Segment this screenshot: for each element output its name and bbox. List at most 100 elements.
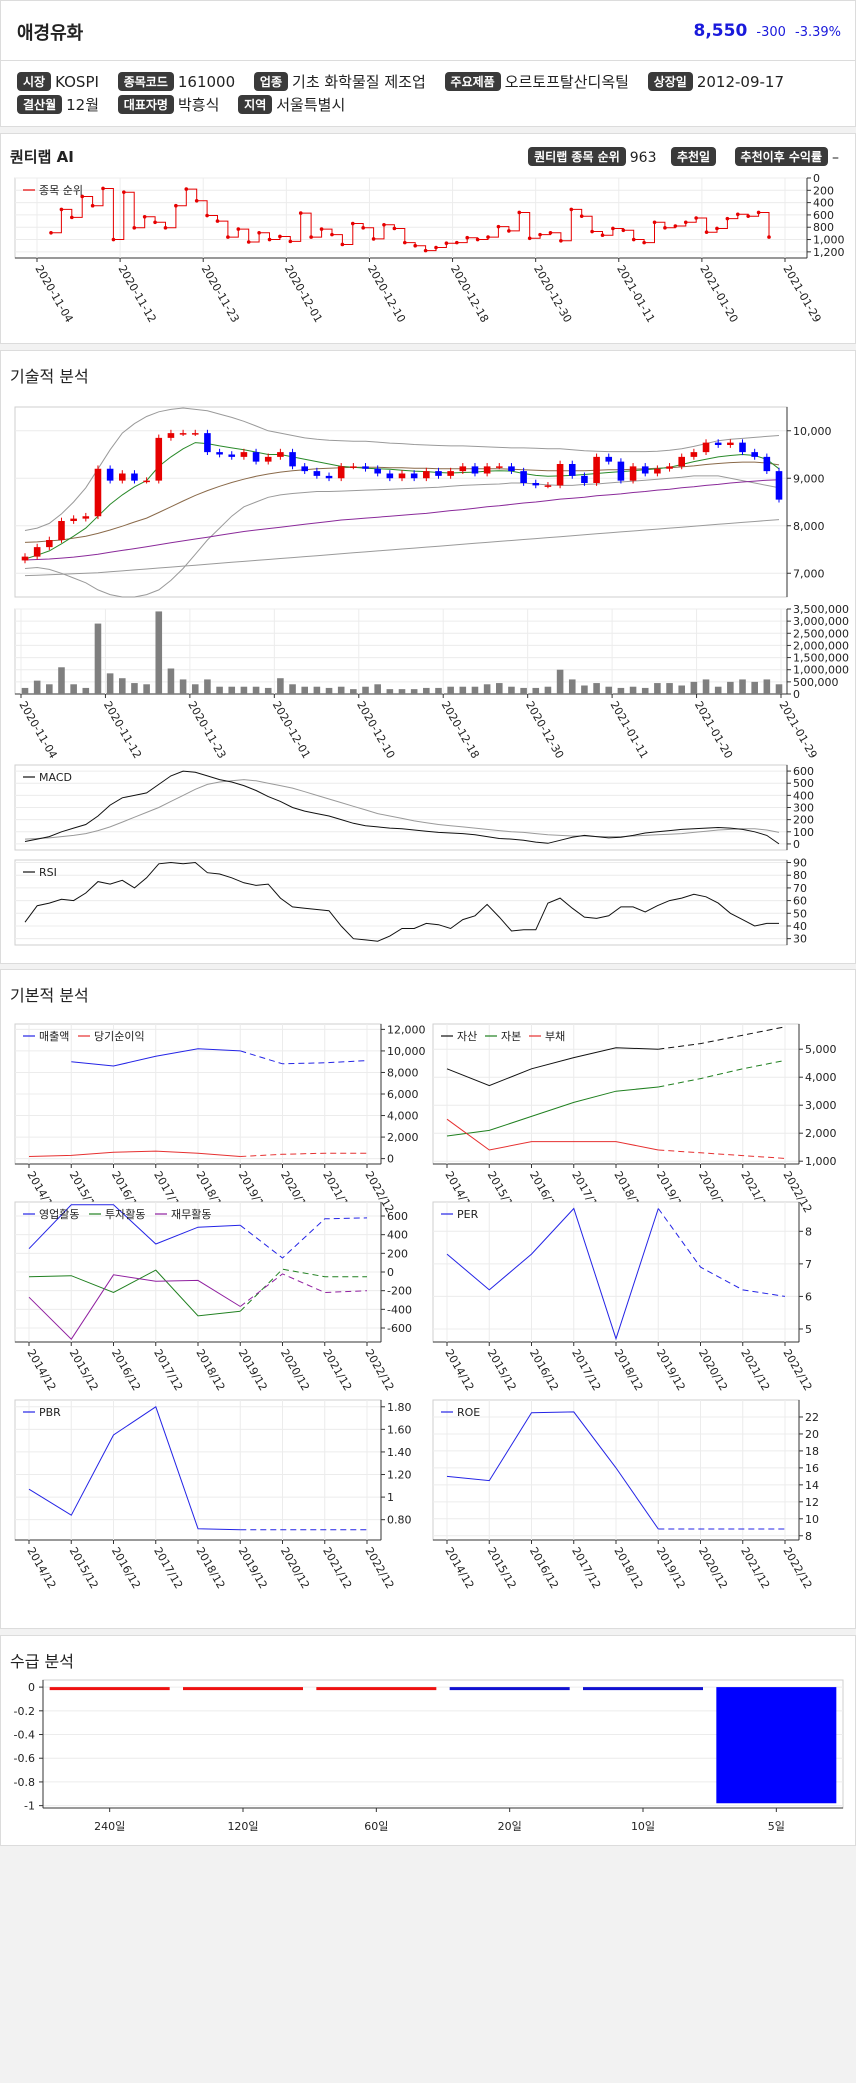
rank-point — [465, 235, 470, 240]
rank-point — [142, 214, 147, 219]
volume-ytick-label: 1,000,000 — [793, 664, 849, 677]
rank-point — [507, 229, 511, 233]
rank-tag: 퀀티랩 종목 순위 — [528, 147, 626, 166]
balance-series-부채-line — [446, 1118, 659, 1151]
price-candle — [727, 442, 734, 445]
price-candle — [581, 475, 588, 483]
volume-xtick-label: 2020-12-10 — [354, 699, 397, 761]
price-candle — [617, 461, 625, 481]
industry-value: 기초 화학물질 제조업 — [292, 73, 426, 91]
volume-bar — [666, 683, 673, 694]
price-candle — [508, 466, 515, 472]
fiscal-value: 12월 — [66, 96, 100, 114]
volume-ytick-label: 3,000,000 — [793, 615, 849, 628]
cashflow-series-영업활동-line — [28, 1204, 241, 1250]
volume-bar — [374, 684, 381, 694]
revenue-ytick-label: 10,000 — [387, 1045, 426, 1058]
price-candle — [447, 471, 454, 476]
rank-point — [694, 216, 698, 220]
pbr-xtick-label: 2021/12 — [320, 1545, 354, 1591]
supply-xtick-label: 5일 — [768, 1819, 785, 1833]
price-candle — [374, 468, 381, 474]
rank-point — [756, 210, 761, 215]
rank-point — [236, 227, 241, 231]
volume-xtick-label: 2020-11-04 — [16, 699, 59, 761]
balance-ytick-label: 1,000 — [805, 1155, 837, 1168]
stock-header: 애경유화 8,550 -300 -3.39% — [0, 0, 856, 61]
per-xtick-label: 2022/12 — [780, 1347, 814, 1393]
cashflow-xtick-label: 2014/12 — [24, 1347, 58, 1393]
supply-chart: 0 -0.2 -0.4 -0.6 -0.8 -1 240일 120일 60일 20일 10일 5일 — [14, 1679, 844, 1833]
price-candle — [301, 466, 309, 472]
cashflow-xtick-label: 2018/12 — [193, 1347, 227, 1393]
rank-point — [278, 234, 282, 239]
rank-point — [184, 187, 189, 191]
macd-ytick-label: 0 — [793, 838, 800, 851]
cashflow-series-영업활동-forecast-line — [239, 1217, 368, 1259]
price-candle — [544, 485, 552, 487]
rank-point — [559, 238, 563, 243]
rank-point — [444, 241, 449, 246]
cashflow-xtick-label: 2016/12 — [109, 1347, 143, 1393]
pbr-xtick-label: 2014/12 — [24, 1545, 58, 1591]
price-candle — [82, 516, 90, 519]
company-name: 애경유화 — [17, 23, 84, 44]
per-series-per-forecast-line — [657, 1208, 786, 1297]
macd-ytick-label: 100 — [793, 826, 814, 839]
pbr-xtick-label: 2022/12 — [362, 1545, 396, 1591]
price-candle — [568, 464, 576, 476]
volume-bar — [617, 687, 625, 694]
rank-xtick-label: 2021-01-11 — [614, 263, 657, 325]
roe-xtick-label: 2017/12 — [569, 1545, 603, 1591]
price-candle — [386, 473, 394, 479]
price-candle — [532, 483, 540, 486]
price-candle — [666, 466, 673, 469]
rank-point — [101, 186, 105, 191]
volume-bar — [228, 686, 236, 694]
rank-point — [683, 220, 688, 225]
roe-xtick-label: 2020/12 — [696, 1545, 730, 1591]
pbr-xtick-label: 2018/12 — [193, 1545, 227, 1591]
cashflow-ytick-label: 200 — [387, 1247, 408, 1260]
volume-bar — [581, 685, 588, 694]
revenue-ytick-label: 2,000 — [387, 1131, 419, 1144]
rsi-ytick-label: 90 — [793, 857, 807, 870]
roe-ytick-label: 20 — [805, 1428, 819, 1441]
rsi-ytick-label: 50 — [793, 907, 807, 920]
volume-bar — [593, 683, 600, 694]
volume-bar — [277, 678, 284, 694]
pbr-ytick-label: 1.40 — [387, 1446, 412, 1459]
revenue-legend-label: 매출액 — [39, 1030, 69, 1043]
revenue-ytick-label: 12,000 — [387, 1023, 426, 1036]
supply-title: 수급 분석 — [10, 1652, 74, 1671]
price-ma-purple-line — [24, 479, 780, 561]
rsi-ytick-label: 30 — [793, 933, 807, 946]
rank-point — [257, 230, 261, 235]
pbr-ytick-label: 1.80 — [387, 1401, 412, 1414]
volume-xtick-label: 2020-12-30 — [523, 699, 566, 761]
supply-ytick-label: -1 — [24, 1800, 35, 1813]
volume-bar — [447, 686, 454, 694]
price-candle — [252, 452, 260, 462]
volume-ytick-label: 3,500,000 — [793, 603, 849, 616]
rank-series-line — [51, 188, 770, 252]
technical-charts: 7,0008,0009,00010,0000500,0001,000,0001,… — [14, 406, 849, 946]
volume-bar — [386, 689, 394, 694]
products-value: 오르토프탈산디옥틸 — [504, 73, 629, 91]
price-candle — [204, 433, 211, 453]
roe-ytick-label: 22 — [805, 1411, 819, 1424]
price-candle — [739, 442, 746, 453]
price-candle — [751, 452, 758, 457]
rank-point — [298, 211, 303, 215]
quantilab-ai-section: 퀀티랩 AI 퀀티랩 종목 순위 963 추천일 추천이후 수익률 – 0 200 40… — [0, 133, 856, 344]
volume-bar — [714, 686, 722, 694]
price-candle — [398, 473, 406, 479]
region-value: 서울특별시 — [276, 96, 346, 114]
price-block: 8,550 -300 -3.39% — [694, 21, 841, 41]
price-candle — [678, 456, 686, 467]
pbr-ytick-label: 1.60 — [387, 1423, 412, 1436]
rec-return-tag: 추천이후 수익률 — [734, 147, 828, 166]
per-series-per-line — [446, 1207, 659, 1341]
rank-ytick-label: 400 — [813, 197, 834, 210]
supply-bar — [49, 1687, 170, 1691]
